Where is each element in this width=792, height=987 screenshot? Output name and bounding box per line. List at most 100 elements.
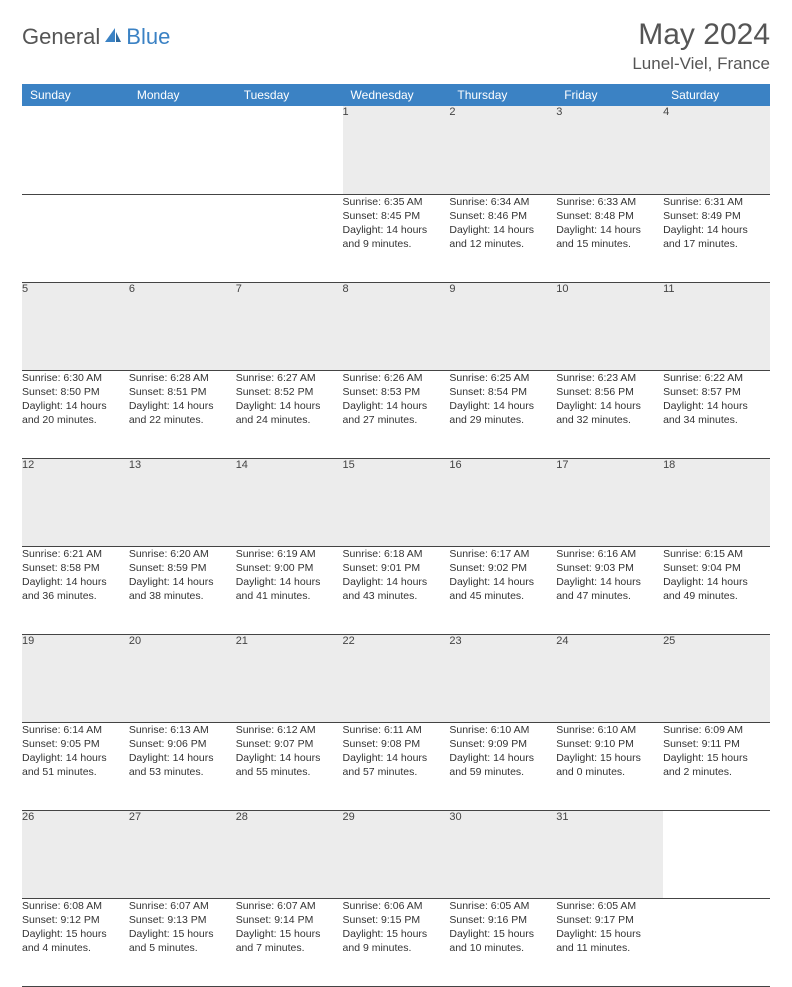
sunrise-text: Sunrise: 6:28 AM bbox=[129, 371, 236, 385]
daylight-text-1: Daylight: 15 hours bbox=[449, 927, 556, 941]
week-1-daynum-row: 567891011 bbox=[22, 282, 770, 370]
daylight-text-1: Daylight: 15 hours bbox=[556, 927, 663, 941]
day-number-cell: 25 bbox=[663, 634, 770, 722]
day-number-cell: 4 bbox=[663, 106, 770, 194]
daylight-text-2: and 9 minutes. bbox=[343, 941, 450, 955]
sunset-text: Sunset: 9:11 PM bbox=[663, 737, 770, 751]
daylight-text-1: Daylight: 15 hours bbox=[129, 927, 236, 941]
day-detail-cell: Sunrise: 6:26 AMSunset: 8:53 PMDaylight:… bbox=[343, 370, 450, 458]
daylight-text-1: Daylight: 14 hours bbox=[556, 399, 663, 413]
day-detail-cell: Sunrise: 6:08 AMSunset: 9:12 PMDaylight:… bbox=[22, 898, 129, 986]
day-number-cell: 30 bbox=[449, 810, 556, 898]
day-detail-cell: Sunrise: 6:17 AMSunset: 9:02 PMDaylight:… bbox=[449, 546, 556, 634]
day-detail-cell: Sunrise: 6:06 AMSunset: 9:15 PMDaylight:… bbox=[343, 898, 450, 986]
sunset-text: Sunset: 9:02 PM bbox=[449, 561, 556, 575]
daylight-text-1: Daylight: 14 hours bbox=[449, 223, 556, 237]
daylight-text-2: and 36 minutes. bbox=[22, 589, 129, 603]
sunrise-text: Sunrise: 6:27 AM bbox=[236, 371, 343, 385]
day-number-cell: 5 bbox=[22, 282, 129, 370]
sunset-text: Sunset: 8:52 PM bbox=[236, 385, 343, 399]
daylight-text-1: Daylight: 14 hours bbox=[22, 399, 129, 413]
day-detail-cell: Sunrise: 6:18 AMSunset: 9:01 PMDaylight:… bbox=[343, 546, 450, 634]
day-detail-cell: Sunrise: 6:35 AMSunset: 8:45 PMDaylight:… bbox=[343, 194, 450, 282]
sunrise-text: Sunrise: 6:10 AM bbox=[556, 723, 663, 737]
daylight-text-2: and 4 minutes. bbox=[22, 941, 129, 955]
daylight-text-2: and 34 minutes. bbox=[663, 413, 770, 427]
sunrise-text: Sunrise: 6:34 AM bbox=[449, 195, 556, 209]
sunrise-text: Sunrise: 6:26 AM bbox=[343, 371, 450, 385]
day-number-cell: 12 bbox=[22, 458, 129, 546]
daylight-text-1: Daylight: 15 hours bbox=[343, 927, 450, 941]
week-2-daynum-row: 12131415161718 bbox=[22, 458, 770, 546]
day-number-cell: 21 bbox=[236, 634, 343, 722]
calendar-table: SundayMondayTuesdayWednesdayThursdayFrid… bbox=[22, 84, 770, 987]
day-detail-cell: Sunrise: 6:05 AMSunset: 9:16 PMDaylight:… bbox=[449, 898, 556, 986]
title-block: May 2024 Lunel-Viel, France bbox=[632, 18, 770, 74]
daylight-text-2: and 7 minutes. bbox=[236, 941, 343, 955]
weekday-friday: Friday bbox=[556, 84, 663, 106]
daylight-text-2: and 20 minutes. bbox=[22, 413, 129, 427]
daylight-text-1: Daylight: 14 hours bbox=[663, 223, 770, 237]
week-4-detail-row: Sunrise: 6:08 AMSunset: 9:12 PMDaylight:… bbox=[22, 898, 770, 986]
daylight-text-1: Daylight: 14 hours bbox=[663, 399, 770, 413]
sunrise-text: Sunrise: 6:05 AM bbox=[556, 899, 663, 913]
daylight-text-2: and 5 minutes. bbox=[129, 941, 236, 955]
sunrise-text: Sunrise: 6:31 AM bbox=[663, 195, 770, 209]
location-label: Lunel-Viel, France bbox=[632, 54, 770, 74]
sunset-text: Sunset: 8:57 PM bbox=[663, 385, 770, 399]
day-detail-cell: Sunrise: 6:10 AMSunset: 9:09 PMDaylight:… bbox=[449, 722, 556, 810]
daylight-text-1: Daylight: 15 hours bbox=[236, 927, 343, 941]
daylight-text-1: Daylight: 14 hours bbox=[556, 223, 663, 237]
day-number-cell: 26 bbox=[22, 810, 129, 898]
sunset-text: Sunset: 9:09 PM bbox=[449, 737, 556, 751]
day-detail-cell: Sunrise: 6:25 AMSunset: 8:54 PMDaylight:… bbox=[449, 370, 556, 458]
logo-text-general: General bbox=[22, 24, 100, 50]
daylight-text-1: Daylight: 15 hours bbox=[22, 927, 129, 941]
sunset-text: Sunset: 8:48 PM bbox=[556, 209, 663, 223]
sunset-text: Sunset: 9:14 PM bbox=[236, 913, 343, 927]
daylight-text-1: Daylight: 14 hours bbox=[343, 399, 450, 413]
daylight-text-1: Daylight: 15 hours bbox=[663, 751, 770, 765]
daylight-text-2: and 59 minutes. bbox=[449, 765, 556, 779]
daylight-text-2: and 24 minutes. bbox=[236, 413, 343, 427]
weekday-sunday: Sunday bbox=[22, 84, 129, 106]
daylight-text-2: and 9 minutes. bbox=[343, 237, 450, 251]
day-detail-cell: Sunrise: 6:19 AMSunset: 9:00 PMDaylight:… bbox=[236, 546, 343, 634]
sunrise-text: Sunrise: 6:09 AM bbox=[663, 723, 770, 737]
day-detail-cell: Sunrise: 6:16 AMSunset: 9:03 PMDaylight:… bbox=[556, 546, 663, 634]
daylight-text-2: and 32 minutes. bbox=[556, 413, 663, 427]
day-detail-cell: Sunrise: 6:10 AMSunset: 9:10 PMDaylight:… bbox=[556, 722, 663, 810]
sunset-text: Sunset: 8:53 PM bbox=[343, 385, 450, 399]
sunrise-text: Sunrise: 6:11 AM bbox=[343, 723, 450, 737]
day-detail-cell: Sunrise: 6:34 AMSunset: 8:46 PMDaylight:… bbox=[449, 194, 556, 282]
day-number-cell: 19 bbox=[22, 634, 129, 722]
daylight-text-2: and 43 minutes. bbox=[343, 589, 450, 603]
day-detail-cell: Sunrise: 6:14 AMSunset: 9:05 PMDaylight:… bbox=[22, 722, 129, 810]
day-detail-cell: Sunrise: 6:13 AMSunset: 9:06 PMDaylight:… bbox=[129, 722, 236, 810]
sunset-text: Sunset: 8:59 PM bbox=[129, 561, 236, 575]
day-detail-cell bbox=[236, 194, 343, 282]
day-number-cell: 20 bbox=[129, 634, 236, 722]
daylight-text-1: Daylight: 14 hours bbox=[129, 751, 236, 765]
sunrise-text: Sunrise: 6:13 AM bbox=[129, 723, 236, 737]
daylight-text-2: and 47 minutes. bbox=[556, 589, 663, 603]
day-number-cell: 8 bbox=[343, 282, 450, 370]
daylight-text-2: and 0 minutes. bbox=[556, 765, 663, 779]
week-3-detail-row: Sunrise: 6:14 AMSunset: 9:05 PMDaylight:… bbox=[22, 722, 770, 810]
day-number-cell: 7 bbox=[236, 282, 343, 370]
day-number-cell: 11 bbox=[663, 282, 770, 370]
sunset-text: Sunset: 9:16 PM bbox=[449, 913, 556, 927]
sunrise-text: Sunrise: 6:25 AM bbox=[449, 371, 556, 385]
day-number-cell bbox=[129, 106, 236, 194]
sunrise-text: Sunrise: 6:16 AM bbox=[556, 547, 663, 561]
day-number-cell: 24 bbox=[556, 634, 663, 722]
daylight-text-2: and 51 minutes. bbox=[22, 765, 129, 779]
day-detail-cell: Sunrise: 6:07 AMSunset: 9:13 PMDaylight:… bbox=[129, 898, 236, 986]
day-number-cell: 9 bbox=[449, 282, 556, 370]
sunset-text: Sunset: 9:05 PM bbox=[22, 737, 129, 751]
day-detail-cell: Sunrise: 6:30 AMSunset: 8:50 PMDaylight:… bbox=[22, 370, 129, 458]
logo-sail-icon bbox=[103, 26, 123, 49]
daylight-text-1: Daylight: 14 hours bbox=[129, 575, 236, 589]
daylight-text-1: Daylight: 14 hours bbox=[343, 223, 450, 237]
daylight-text-1: Daylight: 14 hours bbox=[343, 575, 450, 589]
